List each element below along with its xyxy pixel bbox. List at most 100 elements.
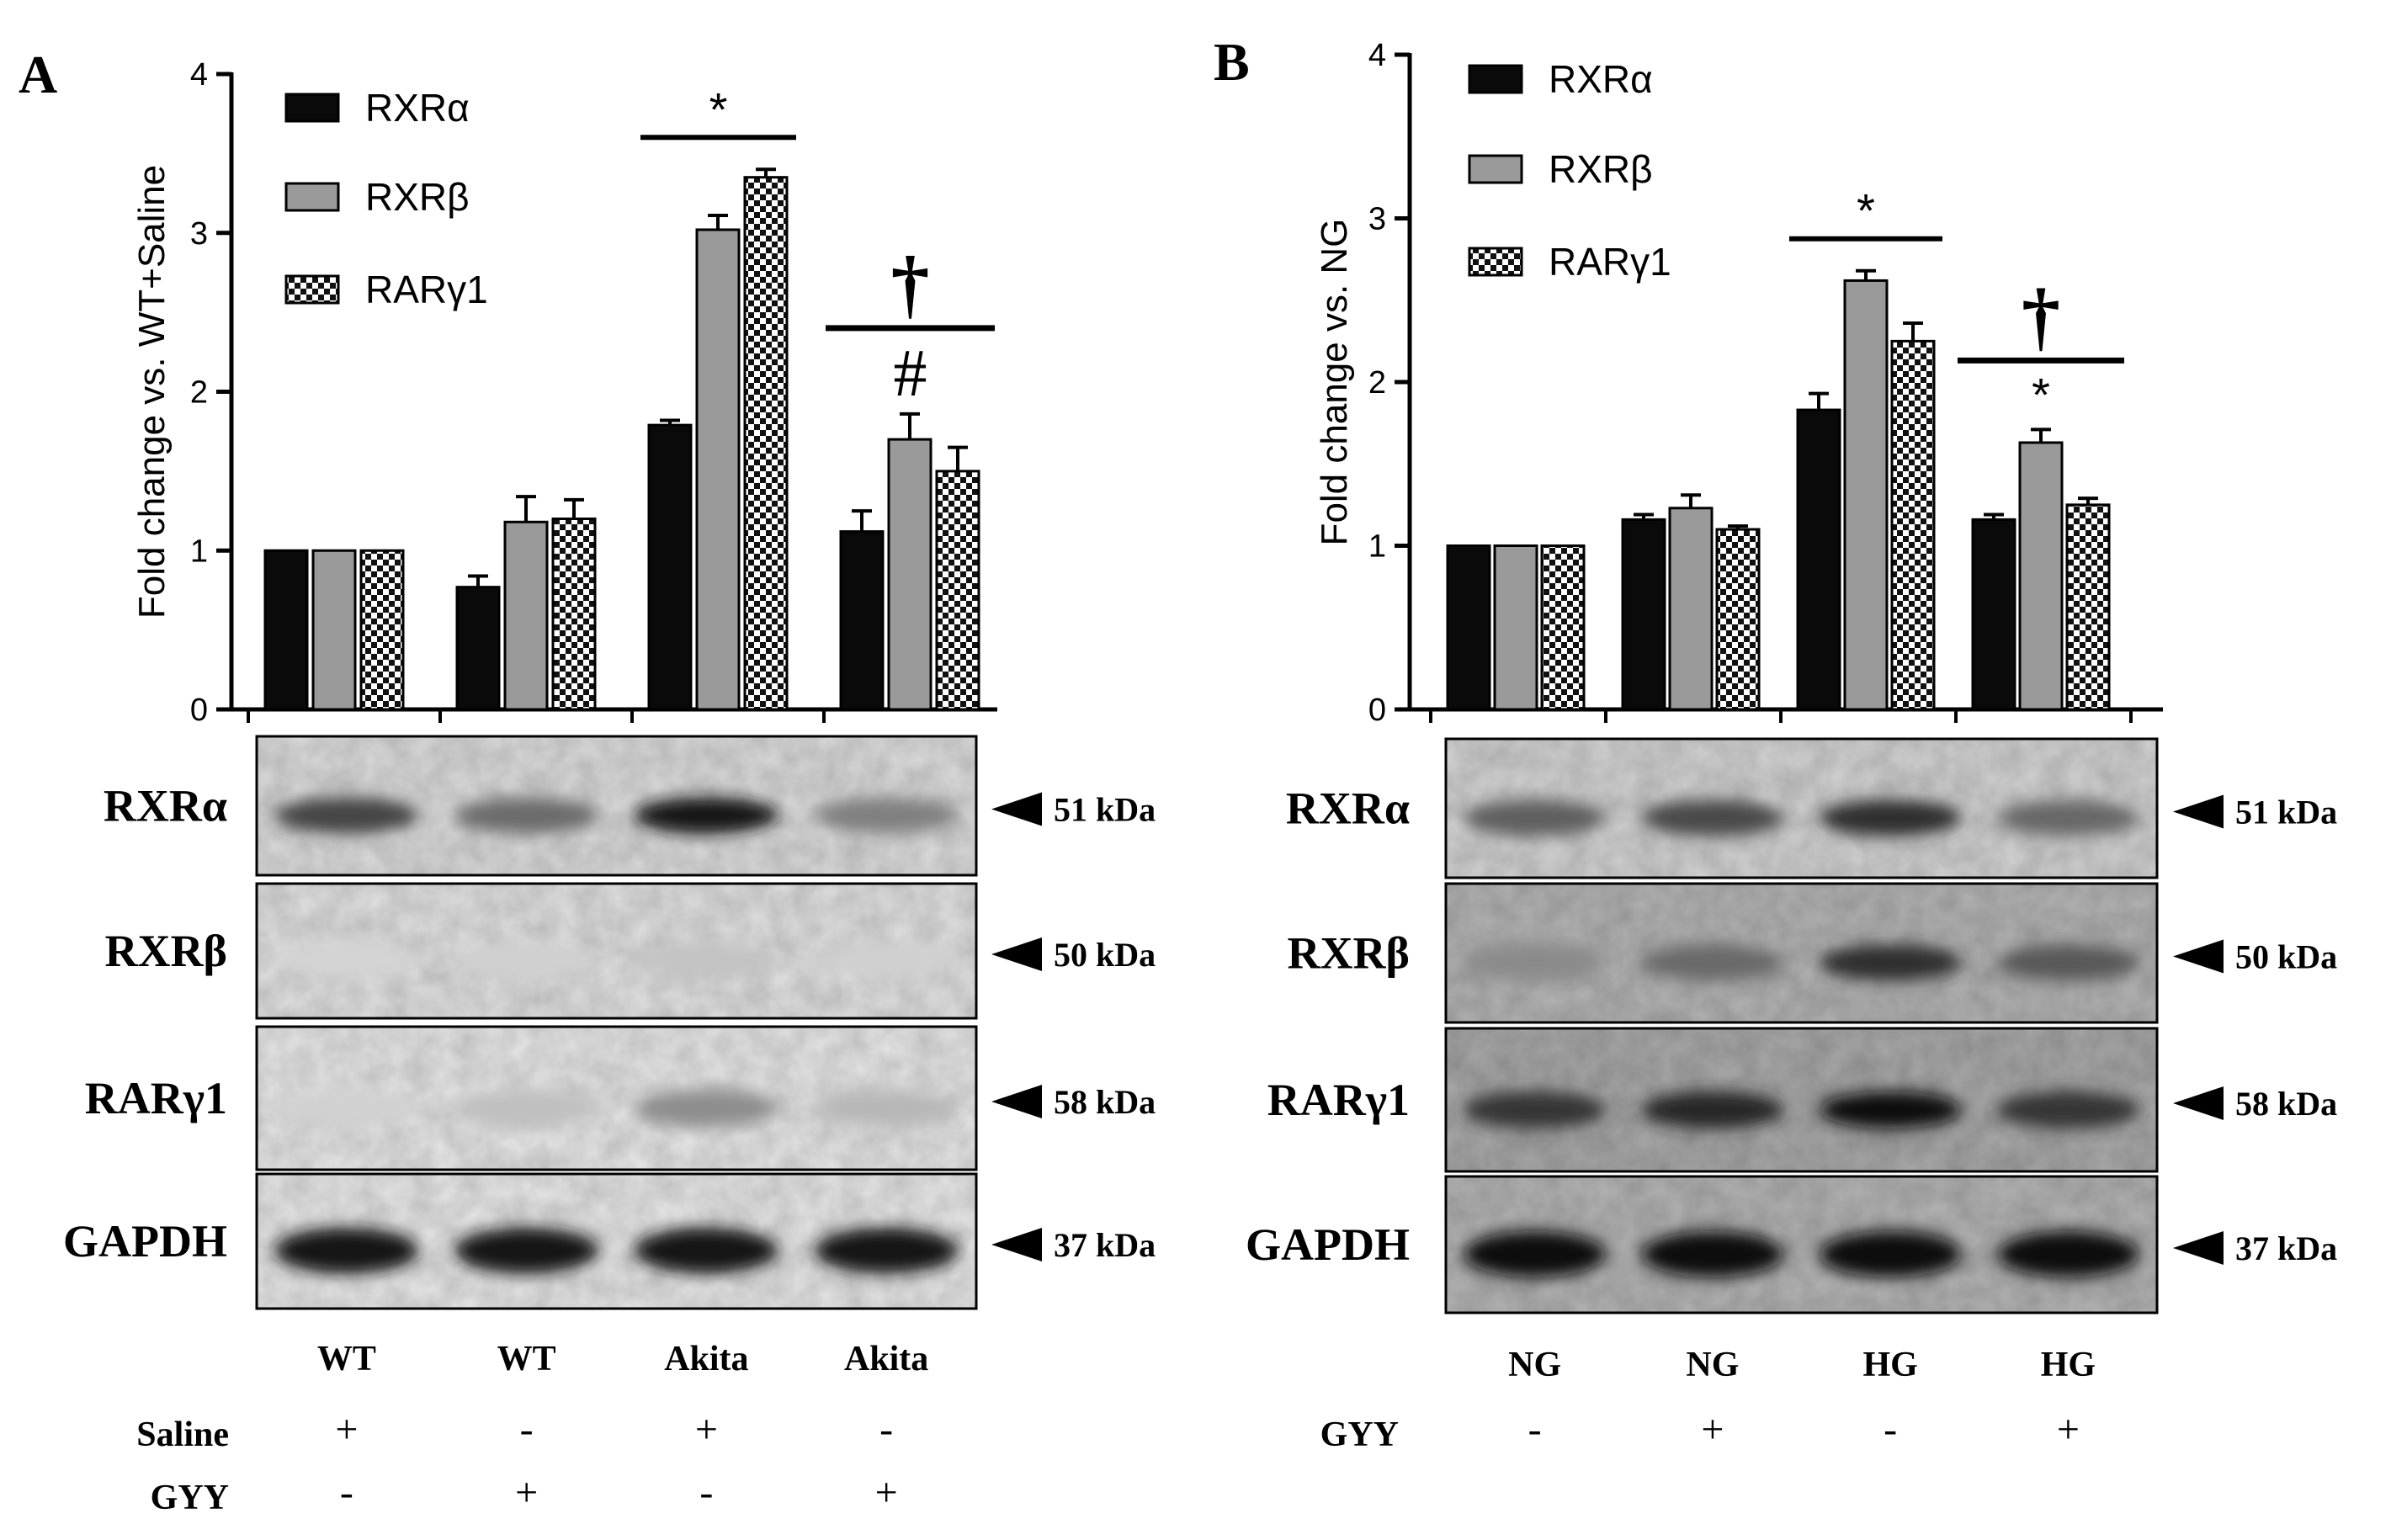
blot-label: RXRα <box>1286 783 1410 834</box>
significance-symbol: # <box>894 337 927 411</box>
blot-frame <box>255 1025 978 1171</box>
blot-band <box>1464 1230 1607 1277</box>
blot-band <box>274 1228 419 1274</box>
blot-band <box>814 1228 959 1274</box>
arrowhead-icon <box>2173 1231 2224 1265</box>
blot-band <box>274 797 419 834</box>
blot-label: RXRβ <box>105 926 227 976</box>
blot-band <box>1464 1091 1607 1128</box>
bar <box>1715 528 1761 711</box>
panel-letter: B <box>1214 32 1250 92</box>
bar <box>2065 503 2111 711</box>
blot-label: GAPDH <box>63 1216 227 1267</box>
condition-sign: + <box>2057 1407 2080 1452</box>
y-tick-label: 1 <box>190 534 208 569</box>
blot-strip <box>1444 1027 2159 1173</box>
blot-strip <box>1444 1175 2159 1314</box>
condition-sign: + <box>695 1407 718 1452</box>
y-tick-label: 2 <box>190 375 208 411</box>
bar <box>1971 518 2016 711</box>
bar <box>359 549 405 711</box>
group-label: HG <box>2041 1346 2096 1384</box>
blot-band <box>634 797 778 834</box>
blot-band <box>1641 799 1784 836</box>
y-axis-title: Fold change vs. NG <box>1314 219 1355 546</box>
blot-label: RARγ1 <box>1267 1075 1410 1125</box>
blot-band <box>1996 799 2139 836</box>
group-label: WT <box>497 1340 556 1378</box>
group-label: NG <box>1686 1346 1739 1384</box>
legend-label: RARγ1 <box>1549 240 1671 284</box>
blot-band <box>1464 944 1607 981</box>
blot-band <box>1819 1230 1962 1277</box>
arrowhead-icon <box>991 1085 1042 1118</box>
y-tick-label: 1 <box>1368 529 1386 565</box>
y-tick-label: 3 <box>190 216 208 252</box>
kda-label: 51 kDa <box>1054 791 1156 829</box>
kda-label: 58 kDa <box>2235 1085 2337 1123</box>
y-tick-label: 4 <box>1368 38 1386 73</box>
blot-frame <box>255 1172 978 1310</box>
significance-symbol: † <box>891 241 930 327</box>
kda-label: 37 kDa <box>1054 1226 1156 1264</box>
blot-band <box>1464 799 1607 836</box>
panel-letter: A <box>19 45 57 104</box>
arrowhead-icon <box>991 792 1042 826</box>
bar <box>311 549 357 711</box>
legend-swatch <box>1468 64 1523 94</box>
bar <box>1890 339 1936 711</box>
legend-label: RXRβ <box>1549 147 1653 191</box>
blot-band <box>1641 1230 1784 1277</box>
condition-label: GYY <box>1320 1415 1399 1454</box>
blot-frame <box>1444 882 2159 1024</box>
condition-sign: + <box>335 1407 358 1452</box>
bar <box>455 586 501 711</box>
bar <box>1621 518 1666 711</box>
legend-swatch <box>284 182 340 212</box>
legend-swatch <box>284 274 340 305</box>
blot-band <box>1819 799 1962 836</box>
blot-band <box>634 1089 778 1127</box>
arrowhead-icon <box>2173 794 2224 829</box>
blot-label: RXRα <box>104 781 227 831</box>
kda-label: 50 kDa <box>2235 938 2337 976</box>
blot-frame <box>1444 1027 2159 1173</box>
kda-label: 37 kDa <box>2235 1229 2337 1267</box>
legend-swatch <box>1468 154 1523 184</box>
condition-sign: - <box>1528 1407 1542 1452</box>
blot-strip <box>1444 882 2159 1024</box>
bar <box>503 520 549 711</box>
group-label: HG <box>1862 1346 1917 1384</box>
group-label: Akita <box>664 1340 748 1378</box>
blot-label: RARγ1 <box>85 1073 227 1123</box>
y-tick-label: 0 <box>190 693 208 728</box>
blot-label: GAPDH <box>1246 1219 1410 1270</box>
kda-label: 58 kDa <box>1054 1083 1156 1121</box>
legend-label: RXRβ <box>365 175 470 219</box>
blot-strip <box>255 1172 978 1310</box>
group-label: NG <box>1508 1346 1561 1384</box>
significance-symbol: * <box>709 82 728 135</box>
blot-label: RXRβ <box>1288 928 1410 979</box>
kda-label: 50 kDa <box>1054 936 1156 974</box>
blot-band <box>454 1089 599 1127</box>
significance-symbol: * <box>1857 184 1875 237</box>
y-tick-label: 2 <box>1368 365 1386 401</box>
y-tick-label: 3 <box>1368 202 1386 237</box>
kda-label: 51 kDa <box>2235 794 2337 831</box>
blot-frame <box>255 735 978 877</box>
blot-band <box>1996 1230 2139 1277</box>
blot-band <box>634 943 778 978</box>
blot-strip <box>1444 737 2159 879</box>
blot-frame <box>1444 1175 2159 1314</box>
arrowhead-icon <box>2173 1086 2224 1120</box>
blot-band <box>1996 944 2139 981</box>
bar <box>551 518 597 711</box>
blot-band <box>814 1089 959 1127</box>
blot-band <box>814 943 959 978</box>
arrowhead-icon <box>991 937 1042 971</box>
group-label: Akita <box>844 1340 928 1378</box>
bar <box>695 228 741 711</box>
blot-frame <box>1444 737 2159 879</box>
arrowhead-icon <box>2173 939 2224 974</box>
